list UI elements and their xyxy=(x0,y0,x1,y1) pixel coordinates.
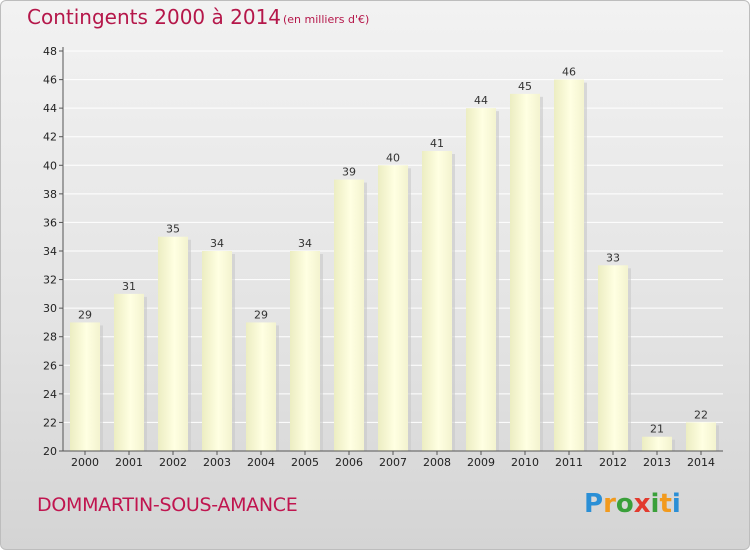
y-tick-label: 34 xyxy=(43,245,57,258)
y-tick-label: 28 xyxy=(43,331,57,344)
x-tick-label: 2008 xyxy=(423,456,451,469)
data-label: 29 xyxy=(78,308,92,321)
x-tick-label: 2007 xyxy=(379,456,407,469)
axes: 20 22 24 26 28 30 32 34 36 38 40 42 44 46 48 2000 2001 20… xyxy=(43,45,723,469)
bar xyxy=(334,179,364,452)
data-label: 29 xyxy=(254,308,268,321)
bars xyxy=(70,79,719,452)
chart-unit: (en milliers d'€) xyxy=(283,13,370,26)
x-tick-label: 2005 xyxy=(291,456,319,469)
x-tick-label: 2013 xyxy=(643,456,671,469)
bar xyxy=(554,79,584,452)
x-tick-label: 2012 xyxy=(599,456,627,469)
x-tick-label: 2000 xyxy=(71,456,99,469)
y-tick-label: 36 xyxy=(43,216,57,229)
chart-title: Contingents 2000 à 2014 xyxy=(27,5,282,29)
y-tick-label: 38 xyxy=(43,188,57,201)
data-label: 34 xyxy=(298,237,312,250)
y-tick-label: 24 xyxy=(43,388,57,401)
bar xyxy=(158,236,188,451)
bar xyxy=(202,251,232,451)
data-label: 40 xyxy=(386,151,400,164)
y-tick-label: 40 xyxy=(43,159,57,172)
data-labels: 29 31 35 34 29 34 39 40 41 44 45 46 33 21 22 xyxy=(78,66,708,436)
x-tick-label: 2002 xyxy=(159,456,187,469)
y-tick-label: 46 xyxy=(43,74,57,87)
y-tick-label: 32 xyxy=(43,274,57,287)
data-label: 31 xyxy=(122,280,136,293)
data-label: 33 xyxy=(606,251,620,264)
data-label: 39 xyxy=(342,166,356,179)
bar xyxy=(114,293,144,451)
bar xyxy=(422,151,452,451)
x-tick-label: 2009 xyxy=(467,456,495,469)
commune-name: DOMMARTIN-SOUS-AMANCE xyxy=(37,494,298,516)
bar xyxy=(70,322,100,451)
data-label: 45 xyxy=(518,80,532,93)
x-tick-label: 2011 xyxy=(555,456,583,469)
bar xyxy=(290,251,320,451)
data-label: 41 xyxy=(430,137,444,150)
x-tick-label: 2001 xyxy=(115,456,143,469)
bar xyxy=(378,165,408,452)
bar xyxy=(686,422,716,451)
y-tick-label: 30 xyxy=(43,302,57,315)
proxiti-logo[interactable]: Proxiti xyxy=(584,489,681,519)
y-tick-label: 20 xyxy=(43,445,57,458)
x-tick-label: 2003 xyxy=(203,456,231,469)
data-label: 35 xyxy=(166,223,180,236)
x-tick-label: 2010 xyxy=(511,456,539,469)
bar xyxy=(642,436,672,451)
data-label: 22 xyxy=(694,408,708,421)
data-label: 34 xyxy=(210,237,224,250)
data-label: 21 xyxy=(650,423,664,436)
bar xyxy=(246,322,276,451)
bar xyxy=(598,265,628,451)
x-tick-label: 2014 xyxy=(687,456,715,469)
bar xyxy=(466,108,496,452)
y-tick-label: 44 xyxy=(43,102,57,115)
y-tick-label: 22 xyxy=(43,416,57,429)
y-tick-label: 42 xyxy=(43,131,57,144)
bar xyxy=(510,93,540,451)
y-tick-label: 26 xyxy=(43,359,57,372)
data-label: 46 xyxy=(562,66,576,79)
y-tick-label: 48 xyxy=(43,45,57,58)
x-tick-label: 2006 xyxy=(335,456,363,469)
x-tick-label: 2004 xyxy=(247,456,275,469)
data-label: 44 xyxy=(474,94,488,107)
